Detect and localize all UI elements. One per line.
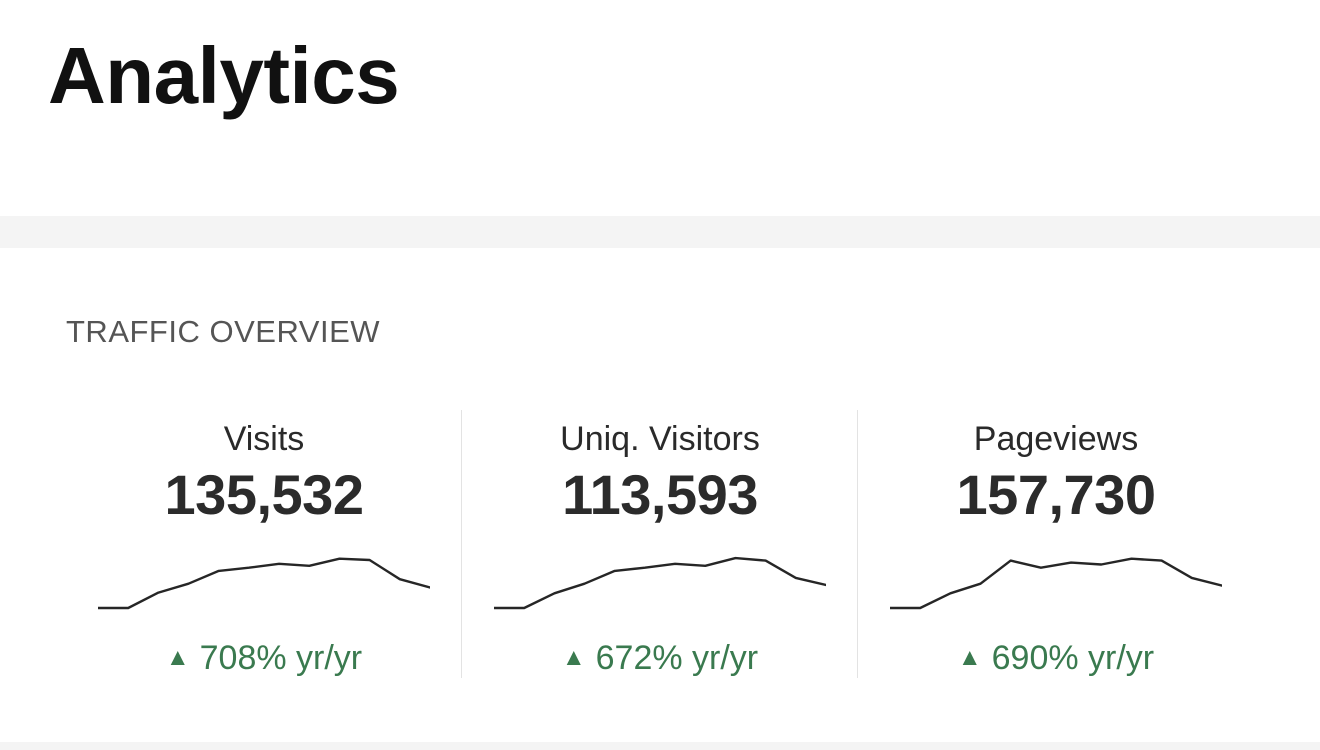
section-separator: [0, 216, 1320, 248]
metric-value: 113,593: [562, 463, 758, 526]
change-value: 690% yr/yr: [991, 639, 1155, 677]
metric-label: Visits: [223, 420, 305, 458]
pageviews-sparkline: [890, 557, 1222, 610]
triangle-up-icon: ▲: [561, 644, 586, 671]
metric-unique-visitors[interactable]: Uniq. Visitors 113,593 ▲ 672% yr/yr: [462, 410, 858, 680]
page-header: Analytics: [0, 0, 1320, 216]
unique-visitors-sparkline: [494, 556, 826, 610]
change-indicator: ▲ 708% yr/yr: [66, 638, 462, 678]
metric-label: Pageviews: [973, 420, 1139, 458]
metric-pageviews[interactable]: Pageviews 157,730 ▲ 690% yr/yr: [858, 410, 1254, 680]
change-value: 708% yr/yr: [199, 639, 363, 677]
visits-sparkline: [98, 557, 430, 610]
page-title: Analytics: [48, 31, 400, 120]
section-bottom-border: [0, 742, 1320, 750]
change-indicator: ▲ 672% yr/yr: [462, 638, 858, 678]
metric-visits[interactable]: Visits 135,532 ▲ 708% yr/yr: [66, 410, 462, 680]
pageviews-trend-line: [890, 557, 1222, 610]
triangle-up-icon: ▲: [165, 644, 190, 671]
metric-value: 135,532: [164, 463, 364, 526]
change-value: 672% yr/yr: [595, 639, 759, 677]
triangle-up-icon: ▲: [957, 644, 982, 671]
traffic-metrics: Visits 135,532 ▲ 708% yr/yr Uniq. Visitor…: [66, 410, 1254, 680]
visits-trend-line: [98, 557, 430, 610]
metric-divider: [857, 410, 858, 678]
metric-value: 157,730: [956, 463, 1156, 526]
metric-label: Uniq. Visitors: [560, 420, 760, 458]
metric-divider: [461, 410, 462, 678]
change-indicator: ▲ 690% yr/yr: [858, 638, 1254, 678]
unique-visitors-trend-line: [494, 556, 826, 610]
section-title: TRAFFIC OVERVIEW: [66, 314, 381, 349]
